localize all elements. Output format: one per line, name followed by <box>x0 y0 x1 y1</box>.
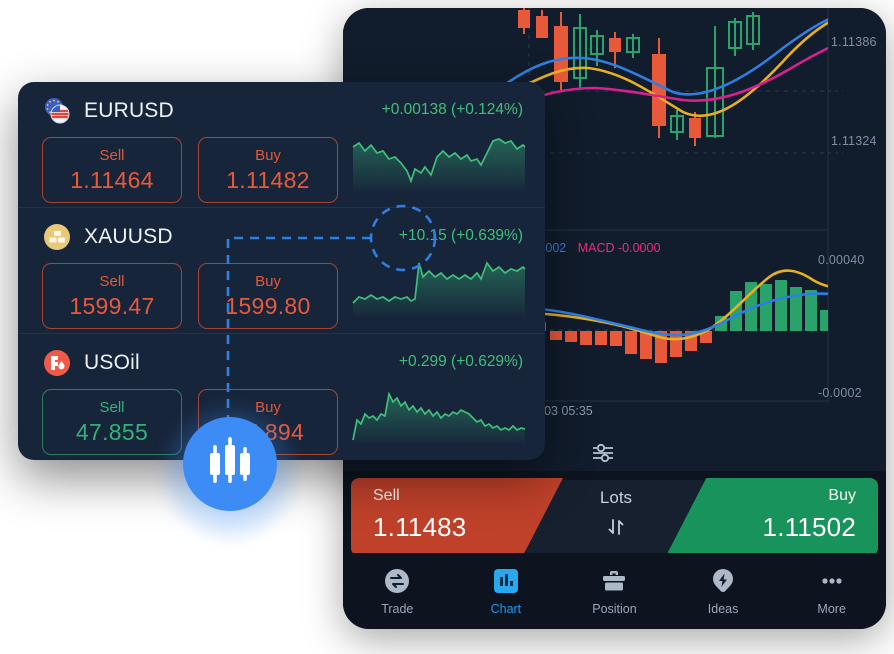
app-logo-badge[interactable] <box>183 417 277 511</box>
tab-more[interactable]: More <box>777 566 886 616</box>
oil-barrel-icon <box>44 350 70 376</box>
tab-chart-label: Chart <box>490 602 522 616</box>
sparkline-chart <box>352 261 526 317</box>
eurusd-flags-icon <box>45 98 70 124</box>
sell-button[interactable]: Sell 1.11483 <box>351 478 563 556</box>
quote-symbol: USOil <box>84 351 140 374</box>
quote-buy-button[interactable]: Buy 1.11482 <box>198 137 338 203</box>
ellipsis-icon <box>822 578 842 584</box>
gold-bars-icon <box>44 224 70 250</box>
quote-buy-price: 1599.80 <box>225 292 311 319</box>
trade-swap-icon <box>385 569 410 593</box>
quote-buy-price: 1.11482 <box>226 166 310 193</box>
quote-buy-label: Buy <box>255 146 281 164</box>
tab-ideas-label: Ideas <box>707 602 739 616</box>
price-axis-label-low: 1.11324 <box>831 134 877 148</box>
quote-row-xauusd[interactable]: XAUUSD +10.15 (+0.639%) Sell 1599.47 Buy… <box>18 208 545 334</box>
quote-row-eurusd[interactable]: EURUSD +0.00138 (+0.124%) Sell 1.11464 B… <box>18 82 545 208</box>
tab-position-label: Position <box>592 602 637 616</box>
price-chart-svg <box>343 8 843 402</box>
briefcase-icon <box>603 571 626 591</box>
quote-buy-label: Buy <box>255 272 281 290</box>
macd-label: MACD <box>577 241 615 255</box>
tab-more-label: More <box>817 602 846 616</box>
buy-label: Buy <box>828 487 856 504</box>
lots-label: Lots <box>599 488 633 507</box>
tab-trade[interactable]: Trade <box>343 566 452 616</box>
tab-position[interactable]: Position <box>560 566 669 616</box>
tab-chart[interactable]: Chart <box>452 566 561 616</box>
chart-bars-icon <box>493 569 518 593</box>
sparkline-chart <box>352 138 526 191</box>
buy-button[interactable]: Buy 1.11502 <box>666 478 878 556</box>
quote-sell-button[interactable]: Sell 47.855 <box>42 389 182 455</box>
quote-symbol: EURUSD <box>84 99 174 122</box>
quote-header: EURUSD <box>42 96 527 126</box>
sliders-icon <box>593 443 613 463</box>
quote-sell-button[interactable]: Sell 1.11464 <box>42 137 182 203</box>
trade-action-bar: Lots Sell 1.11483 Buy 1.11502 <box>351 478 878 556</box>
swap-vertical-icon[interactable] <box>604 516 628 538</box>
sparkline-chart <box>352 391 526 444</box>
macd-axis-label-high: 0.00040 <box>818 253 865 267</box>
quote-buy-button[interactable]: Buy 1599.80 <box>198 263 338 329</box>
candlestick-logo-icon <box>210 437 250 483</box>
quote-change: +10.15 (+0.639%) <box>398 227 523 244</box>
quote-symbol: XAUUSD <box>84 225 173 248</box>
price-axis-label-high: 1.11386 <box>831 35 877 49</box>
quote-header: USOil <box>42 348 527 378</box>
quote-header: XAUUSD <box>42 222 527 252</box>
lightning-bolt-icon <box>713 569 734 592</box>
macd-legend: 0.0002 MACD -0.0000 <box>528 241 660 255</box>
tab-ideas[interactable]: Ideas <box>669 566 778 616</box>
quote-sell-label: Sell <box>99 272 125 290</box>
sell-price: 1.11483 <box>373 512 467 542</box>
quote-sell-button[interactable]: Sell 1599.47 <box>42 263 182 329</box>
quote-buttons: Sell 1.11464 Buy 1.11482 <box>42 137 527 203</box>
quote-sell-price: 1.11464 <box>70 166 154 193</box>
quote-change: +0.00138 (+0.124%) <box>381 101 523 118</box>
quote-sell-label: Sell <box>99 146 125 164</box>
macd-axis-label-low: -0.0002 <box>818 386 862 400</box>
buy-price: 1.11502 <box>762 512 856 542</box>
sell-label: Sell <box>373 487 400 504</box>
quote-change: +0.299 (+0.629%) <box>398 353 523 370</box>
quote-sell-price: 47.855 <box>75 418 149 445</box>
macd-signal-value: -0.0000 <box>618 241 661 255</box>
quote-sell-price: 1599.47 <box>69 292 155 319</box>
chart-settings-button[interactable] <box>586 436 620 470</box>
tab-trade-label: Trade <box>381 602 414 616</box>
quote-sell-label: Sell <box>99 398 125 416</box>
quotes-card: EURUSD +0.00138 (+0.124%) Sell 1.11464 B… <box>18 82 545 460</box>
bottom-tab-bar: Trade Chart Position <box>343 553 886 629</box>
